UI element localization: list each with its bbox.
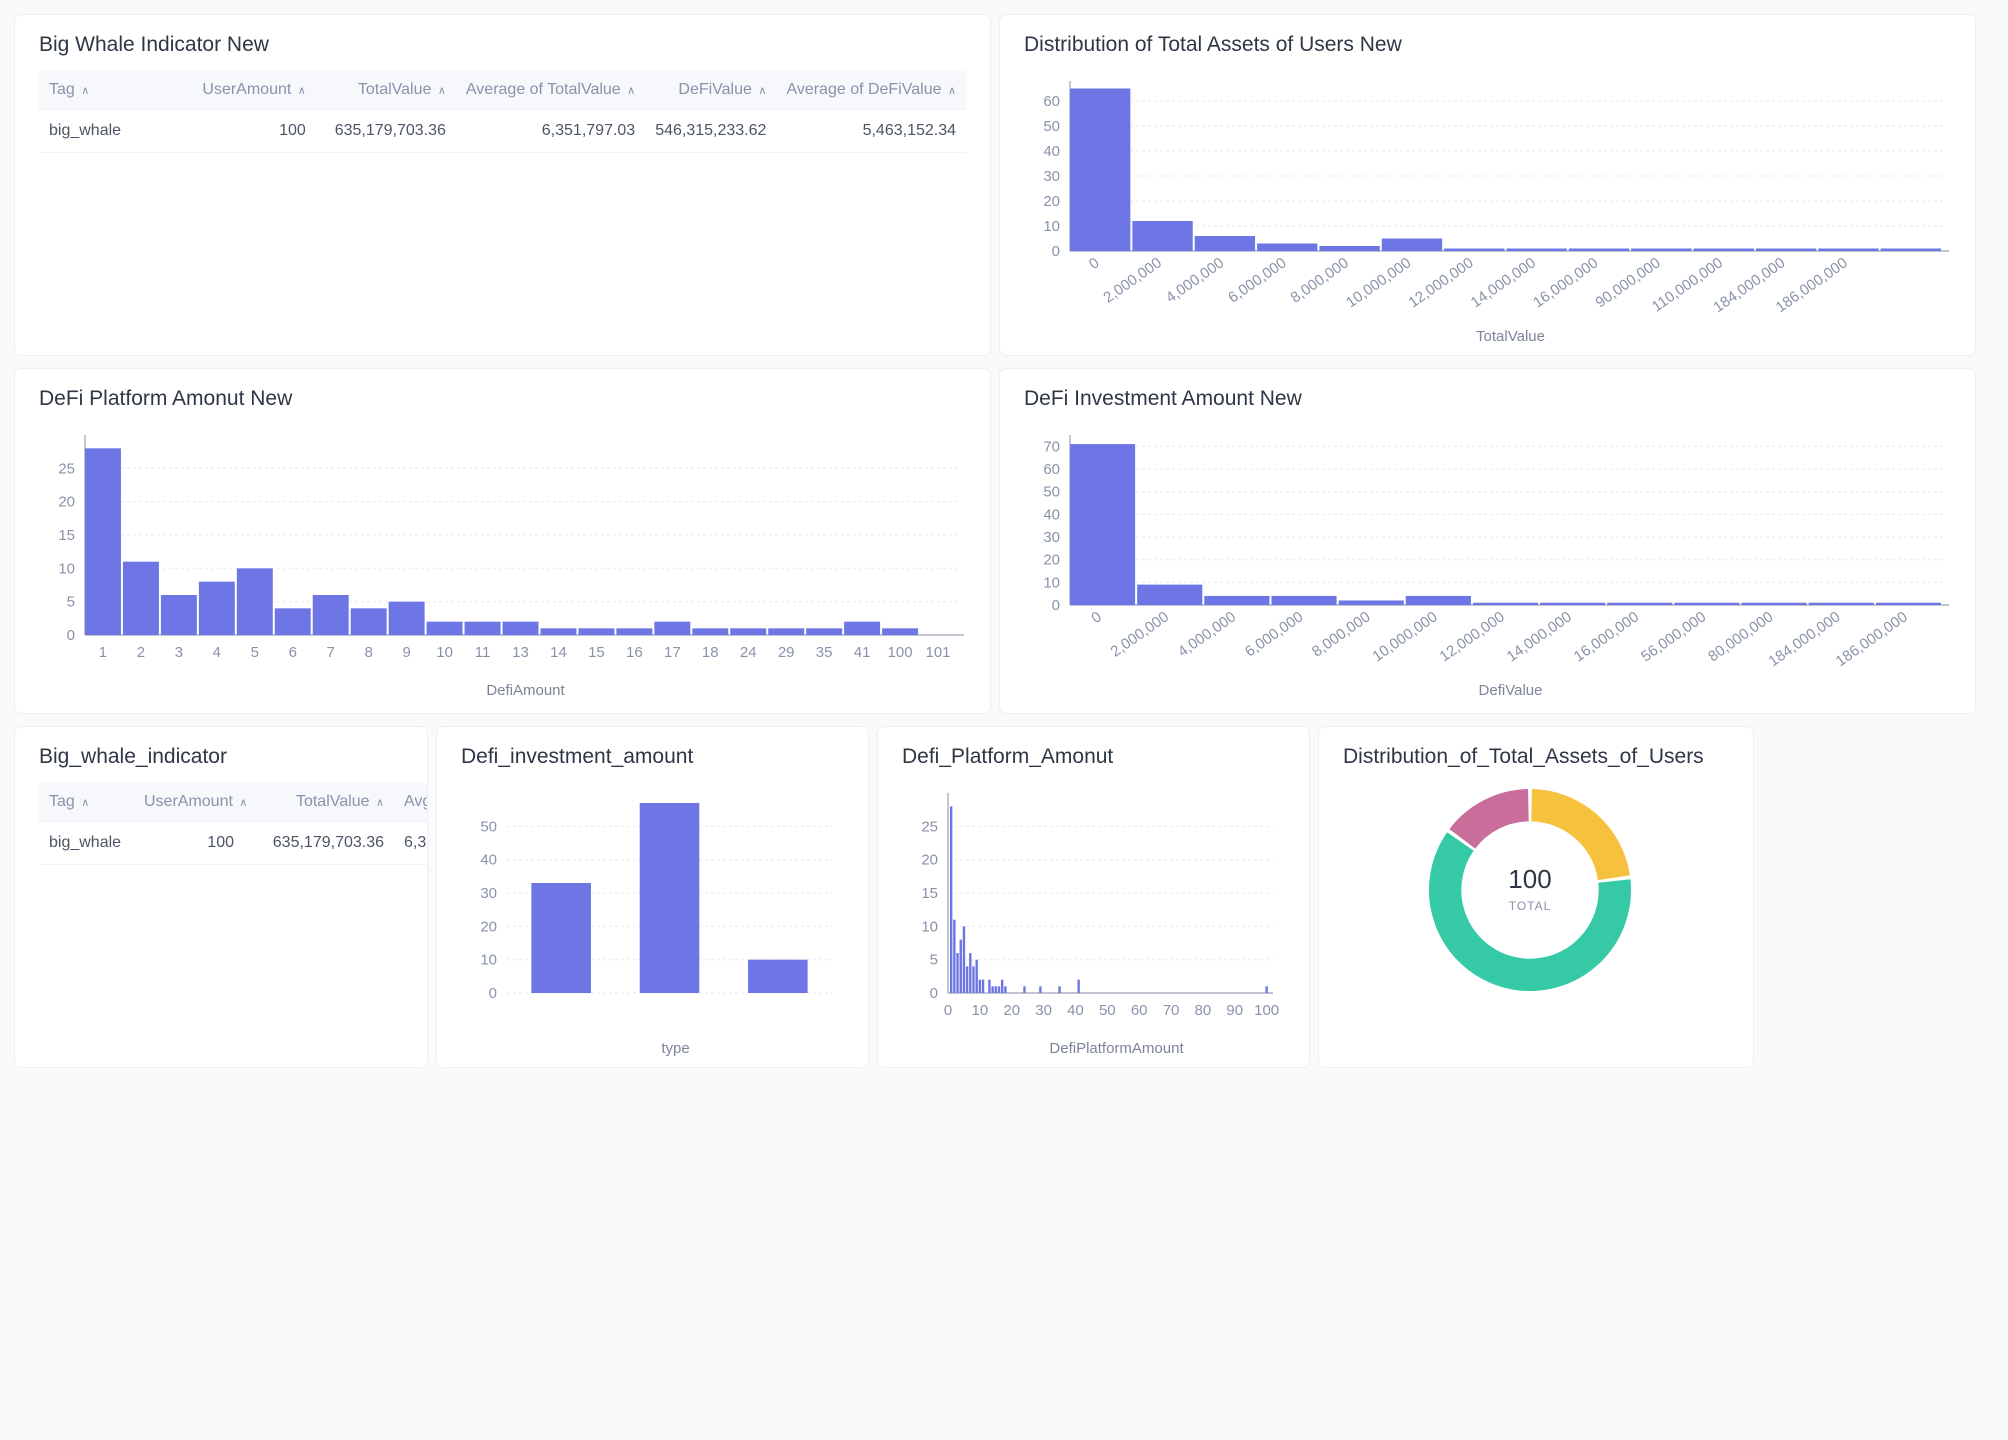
svg-text:10: 10 xyxy=(921,918,938,935)
svg-text:14,000,000: 14,000,000 xyxy=(1504,608,1575,665)
svg-text:100: 100 xyxy=(1508,864,1551,894)
svg-text:8,000,000: 8,000,000 xyxy=(1309,608,1373,660)
svg-text:30: 30 xyxy=(1043,529,1060,546)
svg-text:0: 0 xyxy=(489,985,497,1002)
svg-text:50: 50 xyxy=(1043,484,1060,501)
svg-text:14: 14 xyxy=(550,644,567,661)
svg-text:10: 10 xyxy=(58,560,75,577)
svg-text:40: 40 xyxy=(480,852,497,869)
svg-text:14,000,000: 14,000,000 xyxy=(1468,254,1539,311)
svg-text:15: 15 xyxy=(588,644,605,661)
svg-text:1: 1 xyxy=(99,644,107,661)
svg-text:20: 20 xyxy=(1043,552,1060,569)
svg-text:10: 10 xyxy=(1043,218,1060,235)
svg-text:9: 9 xyxy=(402,644,410,661)
svg-text:10: 10 xyxy=(480,952,497,969)
svg-text:60: 60 xyxy=(1043,93,1060,110)
svg-text:6,000,000: 6,000,000 xyxy=(1242,608,1306,660)
svg-text:2,000,000: 2,000,000 xyxy=(1108,608,1172,660)
svg-text:60: 60 xyxy=(1131,1002,1148,1019)
svg-text:4: 4 xyxy=(213,644,221,661)
svg-text:40: 40 xyxy=(1043,506,1060,523)
svg-text:5: 5 xyxy=(930,952,938,969)
svg-text:16,000,000: 16,000,000 xyxy=(1571,608,1642,665)
svg-text:8: 8 xyxy=(364,644,372,661)
svg-text:0: 0 xyxy=(944,1002,952,1019)
svg-text:56,000,000: 56,000,000 xyxy=(1638,608,1709,665)
svg-text:0: 0 xyxy=(1086,254,1103,273)
svg-text:10,000,000: 10,000,000 xyxy=(1343,254,1414,311)
svg-text:5: 5 xyxy=(251,644,259,661)
svg-text:5: 5 xyxy=(67,594,75,611)
svg-text:18: 18 xyxy=(702,644,719,661)
svg-text:15: 15 xyxy=(58,527,75,544)
svg-text:0: 0 xyxy=(1052,597,1060,614)
svg-text:50: 50 xyxy=(1043,118,1060,135)
svg-text:20: 20 xyxy=(58,494,75,511)
svg-text:20: 20 xyxy=(921,852,938,869)
svg-text:20: 20 xyxy=(480,918,497,935)
svg-text:186,000,000: 186,000,000 xyxy=(1833,608,1911,670)
svg-text:101: 101 xyxy=(926,644,951,661)
svg-text:7: 7 xyxy=(327,644,335,661)
svg-text:70: 70 xyxy=(1163,1002,1180,1019)
svg-text:90: 90 xyxy=(1226,1002,1243,1019)
svg-text:4,000,000: 4,000,000 xyxy=(1175,608,1239,660)
svg-text:6: 6 xyxy=(289,644,297,661)
svg-text:40: 40 xyxy=(1043,143,1060,160)
svg-text:24: 24 xyxy=(740,644,757,661)
svg-text:41: 41 xyxy=(854,644,871,661)
svg-text:80: 80 xyxy=(1195,1002,1212,1019)
svg-text:10: 10 xyxy=(972,1002,989,1019)
svg-text:13: 13 xyxy=(512,644,529,661)
svg-text:25: 25 xyxy=(58,460,75,477)
svg-text:20: 20 xyxy=(1003,1002,1020,1019)
svg-text:6,000,000: 6,000,000 xyxy=(1225,254,1289,306)
svg-text:16: 16 xyxy=(626,644,643,661)
svg-text:16,000,000: 16,000,000 xyxy=(1530,254,1601,311)
svg-text:25: 25 xyxy=(921,818,938,835)
svg-text:50: 50 xyxy=(1099,1002,1116,1019)
svg-text:10,000,000: 10,000,000 xyxy=(1369,608,1440,665)
svg-text:11: 11 xyxy=(475,644,491,661)
svg-text:15: 15 xyxy=(921,885,938,902)
svg-text:30: 30 xyxy=(1043,168,1060,185)
svg-text:12,000,000: 12,000,000 xyxy=(1437,608,1508,665)
svg-text:3: 3 xyxy=(175,644,183,661)
svg-text:TOTAL: TOTAL xyxy=(1509,899,1552,913)
svg-text:12,000,000: 12,000,000 xyxy=(1405,254,1476,311)
svg-text:60: 60 xyxy=(1043,461,1060,478)
svg-text:17: 17 xyxy=(664,644,681,661)
svg-text:0: 0 xyxy=(1088,608,1105,627)
svg-text:0: 0 xyxy=(930,985,938,1002)
svg-text:8,000,000: 8,000,000 xyxy=(1287,254,1351,306)
svg-text:100: 100 xyxy=(888,644,913,661)
svg-text:0: 0 xyxy=(1052,243,1060,260)
svg-text:10: 10 xyxy=(1043,574,1060,591)
svg-text:30: 30 xyxy=(480,885,497,902)
svg-text:29: 29 xyxy=(778,644,795,661)
svg-text:50: 50 xyxy=(480,818,497,835)
svg-text:4,000,000: 4,000,000 xyxy=(1163,254,1227,306)
svg-text:20: 20 xyxy=(1043,193,1060,210)
svg-text:184,000,000: 184,000,000 xyxy=(1765,608,1843,670)
svg-text:100: 100 xyxy=(1254,1002,1279,1019)
svg-text:10: 10 xyxy=(436,644,453,661)
svg-text:35: 35 xyxy=(816,644,833,661)
svg-text:2,000,000: 2,000,000 xyxy=(1100,254,1164,306)
svg-text:0: 0 xyxy=(67,627,75,644)
svg-text:2: 2 xyxy=(137,644,145,661)
svg-text:30: 30 xyxy=(1035,1002,1052,1019)
svg-text:70: 70 xyxy=(1043,438,1060,455)
svg-text:40: 40 xyxy=(1067,1002,1084,1019)
